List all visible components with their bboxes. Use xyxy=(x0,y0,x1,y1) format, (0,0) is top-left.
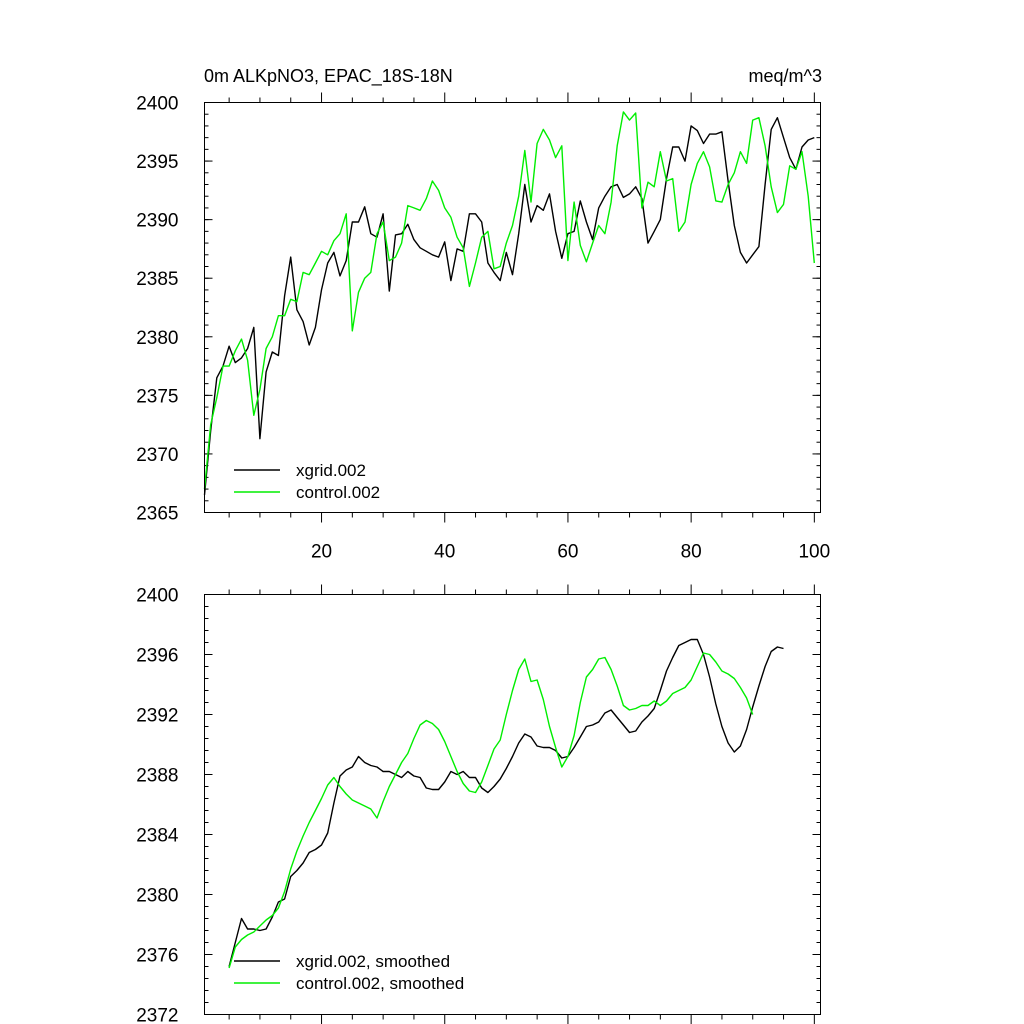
legend-label-control: control.002 xyxy=(296,483,380,502)
x-tick-label: 20 xyxy=(311,542,332,563)
y-tick-label: 2380 xyxy=(136,886,178,907)
series-line-xgrid xyxy=(203,116,815,495)
plot-frame xyxy=(204,594,821,1015)
bottom-panel: 2372 2376 2380 2384 2388 2392 2396 2400 xgrid.0… xyxy=(136,584,821,1024)
series-line-control xyxy=(228,652,754,969)
y-tick-label: 2372 xyxy=(136,1006,178,1024)
series-lines xyxy=(228,638,784,969)
plot-frame xyxy=(204,102,821,513)
legend: xgrid.002 control.002 xyxy=(234,461,380,502)
x-tick-label: 40 xyxy=(434,542,455,563)
units-label: meq/m^3 xyxy=(749,66,822,86)
x-tick-label: 100 xyxy=(798,542,830,563)
series-line-control xyxy=(203,111,815,490)
legend-label-xgrid-smoothed: xgrid.002, smoothed xyxy=(296,952,450,971)
y-tick-label: 2384 xyxy=(136,826,179,847)
series-line-xgrid xyxy=(228,638,784,967)
chart-title: 0m ALKpNO3, EPAC_18S-18N xyxy=(204,66,453,87)
legend: xgrid.002, smoothed control.002, smoothe… xyxy=(234,952,464,993)
y-tick-label: 2375 xyxy=(136,386,178,407)
y-tick-label: 2392 xyxy=(136,706,178,727)
y-tick-label: 2388 xyxy=(136,766,178,787)
y-tick-label: 2385 xyxy=(136,269,178,290)
y-tick-label: 2376 xyxy=(136,946,178,967)
x-tick-labels: 20 40 60 80 100 xyxy=(311,542,830,563)
y-tick-label: 2390 xyxy=(136,211,178,232)
y-tick-label: 2400 xyxy=(136,586,178,607)
legend-label-xgrid: xgrid.002 xyxy=(296,461,366,480)
y-tick-label: 2380 xyxy=(136,328,178,349)
x-tick-label: 80 xyxy=(681,542,702,563)
series-lines xyxy=(203,111,815,495)
top-panel: 0m ALKpNO3, EPAC_18S-18N meq/m^3 2365 237… xyxy=(136,66,830,563)
y-tick-labels: 2365 2370 2375 2380 2385 2390 2395 2400 xyxy=(136,94,178,525)
y-tick-labels: 2372 2376 2380 2384 2388 2392 2396 2400 xyxy=(136,586,179,1024)
x-tick-label: 60 xyxy=(557,542,578,563)
y-tick-label: 2396 xyxy=(136,646,178,667)
y-tick-label: 2370 xyxy=(136,445,178,466)
y-tick-label: 2365 xyxy=(136,504,178,525)
y-tick-label: 2395 xyxy=(136,152,178,173)
y-tick-label: 2400 xyxy=(136,94,178,115)
legend-label-control-smoothed: control.002, smoothed xyxy=(296,974,464,993)
tick-marks xyxy=(204,92,821,523)
